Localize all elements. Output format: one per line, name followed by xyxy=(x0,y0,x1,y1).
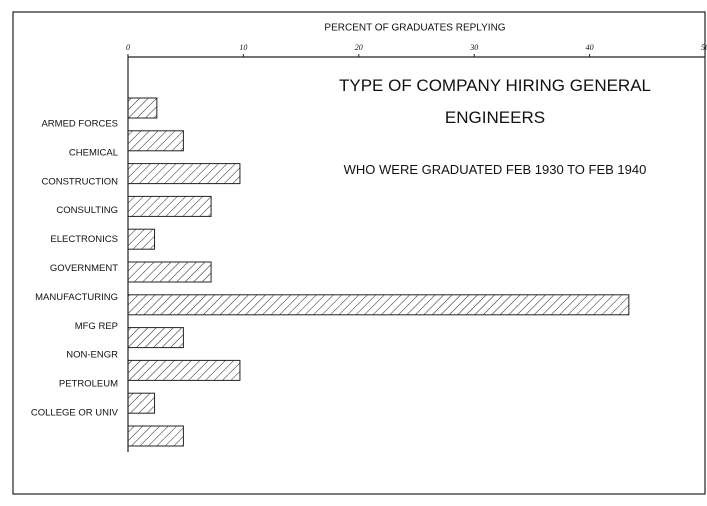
bar xyxy=(127,359,241,381)
bar xyxy=(127,228,156,250)
y-tick-label: COLLEGE OR UNIV xyxy=(31,408,119,419)
bar xyxy=(127,163,241,185)
y-tick-label: GOVERNMENT xyxy=(50,263,118,274)
x-axis-label: PERCENT OF GRADUATES REPLYING xyxy=(324,23,505,34)
y-tick-label: CHEMICAL xyxy=(69,147,118,158)
bar xyxy=(127,392,156,414)
bar xyxy=(127,130,184,152)
x-tick-label: 40 xyxy=(586,43,594,52)
bar xyxy=(127,261,212,283)
bar xyxy=(127,97,158,119)
y-tick-label: CONSULTING xyxy=(56,205,118,216)
x-tick-label: 20 xyxy=(355,43,363,52)
y-tick-label: ARMED FORCES xyxy=(41,119,118,130)
bar xyxy=(127,425,184,447)
x-tick-label: 50 xyxy=(701,43,707,52)
bar xyxy=(127,294,630,316)
x-tick-label: 30 xyxy=(469,43,478,52)
bar xyxy=(127,195,212,217)
x-tick-label: 0 xyxy=(126,43,130,52)
bar xyxy=(127,327,184,349)
chart-title: TYPE OF COMPANY HIRING GENERAL ENGINEERS xyxy=(338,76,652,127)
chart-subtitle: WHO WERE GRADUATED FEB 1930 TO FEB 1940 xyxy=(343,162,647,177)
y-tick-label: PETROLEUM xyxy=(59,379,118,390)
y-tick-label: CONSTRUCTION xyxy=(41,176,118,187)
frame xyxy=(12,11,706,495)
y-tick-label: MFG REP xyxy=(75,321,118,332)
x-tick-label: 10 xyxy=(239,43,247,52)
y-tick-label: NON-ENGR xyxy=(66,350,118,361)
y-tick-label: ELECTRONICS xyxy=(50,234,118,245)
y-tick-label: MANUFACTURING xyxy=(35,292,118,303)
